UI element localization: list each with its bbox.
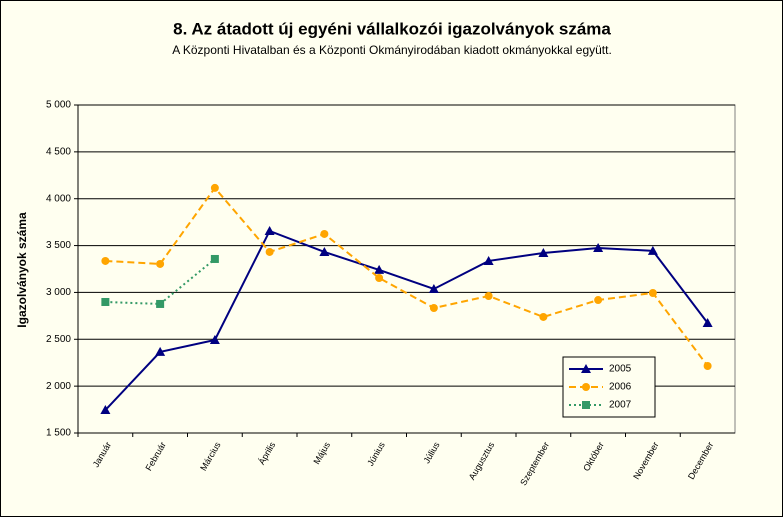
marker xyxy=(593,243,604,253)
chart-subtitle: A Központi Hivatalban és a Központi Okmá… xyxy=(172,43,612,57)
marker xyxy=(264,225,275,235)
y-tick-label: 3 000 xyxy=(46,287,71,298)
marker xyxy=(210,254,219,263)
y-tick-label: 2 000 xyxy=(46,381,71,392)
marker xyxy=(483,255,494,265)
marker xyxy=(320,229,329,238)
marker xyxy=(484,291,493,300)
marker xyxy=(581,364,591,373)
marker xyxy=(319,246,330,256)
legend-label: 2005 xyxy=(609,364,632,375)
marker xyxy=(101,297,110,306)
marker xyxy=(703,361,712,370)
marker xyxy=(101,256,110,265)
marker xyxy=(582,383,590,391)
marker xyxy=(428,283,439,293)
y-axis-label: Igazolványok száma xyxy=(15,212,29,328)
y-tick-label: 1 500 xyxy=(46,428,71,439)
marker xyxy=(375,273,384,282)
marker xyxy=(156,299,165,308)
marker xyxy=(156,259,165,268)
legend-box xyxy=(562,356,656,418)
y-tick-label: 5 000 xyxy=(46,100,71,111)
marker xyxy=(702,317,713,327)
y-tick-label: 4 500 xyxy=(46,146,71,157)
y-tick-label: 2 500 xyxy=(46,334,71,345)
marker xyxy=(100,405,111,415)
marker xyxy=(648,288,657,297)
legend-label: 2006 xyxy=(609,382,632,393)
series-line xyxy=(105,186,709,367)
legend-label: 2007 xyxy=(609,400,632,411)
marker xyxy=(374,264,385,274)
marker xyxy=(582,401,590,409)
marker xyxy=(539,312,548,321)
series-line xyxy=(104,229,709,411)
marker xyxy=(647,245,658,255)
marker xyxy=(429,303,438,312)
chart-title: 8. Az átadott új egyéni vállalkozói igaz… xyxy=(173,19,611,38)
marker xyxy=(538,247,549,257)
marker xyxy=(210,183,219,192)
y-tick-label: 4 000 xyxy=(46,193,71,204)
marker xyxy=(594,296,603,305)
marker xyxy=(155,346,166,356)
marker xyxy=(265,247,274,256)
marker xyxy=(209,334,220,344)
y-tick-label: 3 500 xyxy=(46,240,71,251)
